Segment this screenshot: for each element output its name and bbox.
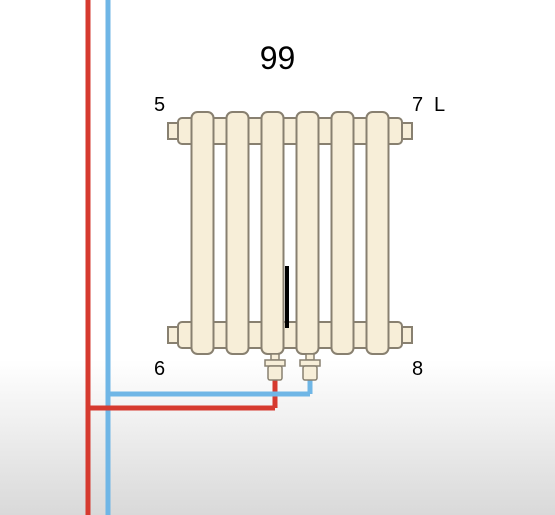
radiator-connection-diagram [0, 0, 555, 515]
label-bottom-left: 6 [154, 358, 165, 381]
label-unit: L [434, 94, 445, 117]
label-bottom-right: 8 [412, 358, 423, 381]
label-top-left: 5 [154, 94, 165, 117]
label-top-right: 7 [412, 94, 423, 117]
diagram-title: 99 [0, 40, 555, 77]
